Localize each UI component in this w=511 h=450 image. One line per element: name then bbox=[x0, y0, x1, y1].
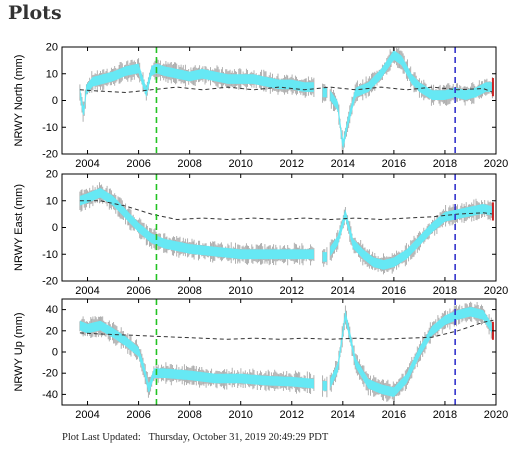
x-tick-label-up-8: 2020 bbox=[484, 409, 508, 421]
y-tick-label-north-1: 10 bbox=[46, 68, 58, 80]
y-axis-label-east: NRWY East (mm) bbox=[13, 184, 25, 271]
observed-band-north-0 bbox=[79, 63, 314, 116]
plot-area-east bbox=[79, 174, 494, 281]
x-tick-label-north-6: 2016 bbox=[382, 158, 406, 170]
x-tick-label-north-4: 2012 bbox=[280, 158, 304, 170]
y-tick-label-east-1: 10 bbox=[46, 195, 58, 207]
y-tick-label-up-4: -40 bbox=[42, 389, 58, 401]
x-tick-label-up-0: 2004 bbox=[75, 409, 99, 421]
plot-area-up bbox=[79, 299, 494, 405]
x-tick-label-north-2: 2008 bbox=[177, 158, 201, 170]
x-tick-label-up-7: 2018 bbox=[433, 409, 457, 421]
x-tick-label-east-5: 2014 bbox=[331, 285, 355, 297]
y-tick-label-up-0: 40 bbox=[46, 304, 58, 316]
x-tick-label-east-1: 2006 bbox=[126, 285, 150, 297]
x-tick-label-east-8: 2020 bbox=[484, 285, 508, 297]
observed-band-north-1 bbox=[322, 87, 327, 98]
x-tick-label-up-2: 2008 bbox=[177, 409, 201, 421]
x-tick-label-east-0: 2004 bbox=[75, 285, 99, 297]
panel-frame-up bbox=[61, 298, 497, 406]
x-tick-label-up-4: 2012 bbox=[280, 409, 304, 421]
y-tick-label-up-3: -20 bbox=[42, 368, 58, 380]
plot-updated-timestamp: Thursday, October 31, 2019 20:49:29 PDT bbox=[148, 432, 329, 443]
plot-panel-up: 40 20 0 -20 -40 2004 2006 2008 2010 2012 2014 2016 2… bbox=[13, 298, 508, 421]
y-tick-label-east-2: 0 bbox=[52, 222, 58, 234]
x-tick-label-north-7: 2018 bbox=[433, 158, 457, 170]
x-tick-label-north-8: 2020 bbox=[484, 158, 508, 170]
y-tick-label-up-1: 20 bbox=[46, 325, 58, 337]
y-axis-label-north: NRWY North (mm) bbox=[13, 55, 25, 147]
y-tick-label-east-4: -20 bbox=[42, 276, 58, 288]
x-tick-label-east-3: 2010 bbox=[228, 285, 252, 297]
observed-band-up-1 bbox=[322, 381, 327, 391]
x-tick-label-up-6: 2016 bbox=[382, 409, 406, 421]
model-line-north bbox=[79, 86, 494, 94]
y-tick-label-north-2: 0 bbox=[52, 95, 58, 107]
y-tick-label-east-3: -10 bbox=[42, 249, 58, 261]
plot-updated-label: Plot Last Updated: bbox=[62, 432, 141, 443]
plot-area-north bbox=[79, 47, 494, 154]
x-tick-label-up-5: 2014 bbox=[331, 409, 355, 421]
x-tick-label-up-3: 2010 bbox=[228, 409, 252, 421]
x-tick-label-north-1: 2006 bbox=[126, 158, 150, 170]
observed-band-east-0 bbox=[79, 188, 314, 260]
x-tick-label-east-2: 2008 bbox=[177, 285, 201, 297]
x-tick-label-east-7: 2018 bbox=[433, 285, 457, 297]
y-tick-label-north-0: 20 bbox=[46, 42, 58, 54]
error-bars-north bbox=[79, 47, 494, 153]
observed-band-east-2 bbox=[330, 204, 494, 270]
plot-updated-footer: Plot Last Updated: Thursday, October 31,… bbox=[62, 432, 328, 443]
x-tick-label-north-3: 2010 bbox=[228, 158, 252, 170]
y-tick-label-north-3: -10 bbox=[42, 122, 58, 134]
observed-band-up-0 bbox=[79, 320, 314, 393]
observed-band-north-2 bbox=[330, 50, 494, 149]
x-tick-label-north-5: 2014 bbox=[331, 158, 355, 170]
x-tick-label-up-1: 2006 bbox=[126, 409, 150, 421]
y-tick-label-east-0: 20 bbox=[46, 169, 58, 181]
y-axis-label-up: NRWY Up (mm) bbox=[13, 312, 25, 391]
x-tick-label-east-4: 2012 bbox=[280, 285, 304, 297]
y-tick-label-north-4: -20 bbox=[42, 149, 58, 161]
observed-band-up-2 bbox=[330, 307, 494, 397]
observed-band-east-1 bbox=[322, 252, 327, 262]
y-tick-label-up-2: 0 bbox=[52, 347, 58, 359]
x-tick-label-east-6: 2016 bbox=[382, 285, 406, 297]
model-line-east bbox=[79, 200, 494, 221]
model-line-up bbox=[79, 319, 494, 340]
error-bars-up bbox=[79, 301, 494, 402]
page-heading: Plots bbox=[8, 2, 62, 24]
x-tick-label-north-0: 2004 bbox=[75, 158, 99, 170]
